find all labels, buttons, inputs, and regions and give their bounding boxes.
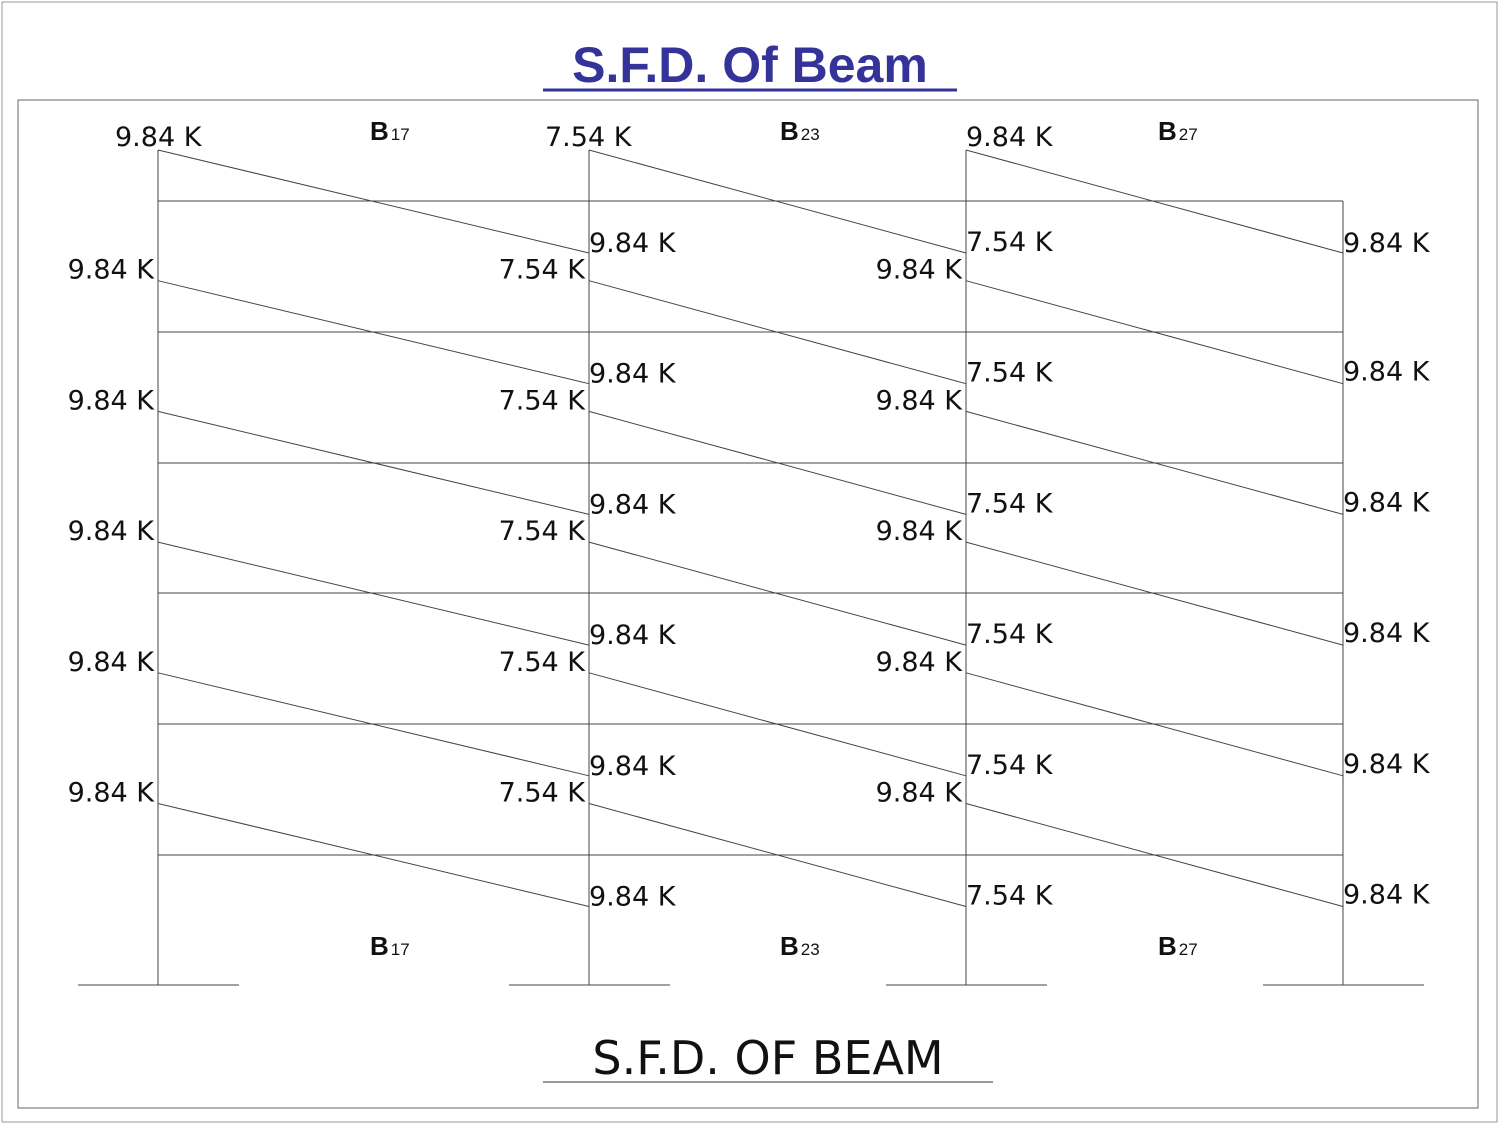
beam-label: B 17 — [370, 931, 410, 961]
shear-line — [965, 280, 1344, 385]
shear-label-start: 7.54 K — [499, 255, 587, 286]
shear-label-start: 9.84 K — [876, 516, 964, 547]
beam-sub: 17 — [391, 125, 410, 144]
beam-name: B — [780, 116, 799, 146]
shear-label-end: 7.54 K — [966, 358, 1054, 389]
shear-line — [588, 541, 967, 646]
shear-line — [588, 149, 967, 254]
shear-label-start: 9.84 K — [876, 255, 964, 286]
shear-label-end: 9.84 K — [589, 359, 677, 390]
beam-sub: 23 — [801, 125, 820, 144]
beam-label: B 27 — [1158, 931, 1198, 961]
shear-label-start: 9.84 K — [876, 385, 964, 416]
beam-sub: 17 — [391, 940, 410, 959]
beam-sub: 27 — [1179, 940, 1198, 959]
beam-name: B — [780, 931, 799, 961]
beam-sub: 27 — [1179, 125, 1198, 144]
shear-line — [588, 410, 967, 515]
shear-label-start: 9.84 K — [966, 122, 1054, 153]
shear-label-start: 7.54 K — [499, 647, 587, 678]
shear-line — [157, 280, 590, 385]
beam-name: B — [370, 116, 389, 146]
caption: S.F.D. OF BEAM — [592, 1031, 943, 1085]
shear-label-end: 9.84 K — [589, 882, 677, 913]
shear-line — [157, 672, 590, 777]
shear-line — [588, 672, 967, 777]
shear-label-end: 9.84 K — [1343, 487, 1431, 518]
beam-sub: 23 — [801, 940, 820, 959]
inner-border — [17, 99, 1479, 1109]
shear-label-start: 7.54 K — [499, 516, 587, 547]
shear-label-start: 9.84 K — [68, 385, 156, 416]
shear-label-start: 7.54 K — [545, 122, 633, 153]
shear-line — [965, 672, 1344, 777]
shear-label-end: 9.84 K — [589, 620, 677, 651]
shear-label-end: 9.84 K — [1343, 357, 1431, 388]
beam-label: B 23 — [780, 116, 820, 146]
shear-label-start: 9.84 K — [68, 516, 156, 547]
shear-label-start: 9.84 K — [876, 647, 964, 678]
shear-label-end: 7.54 K — [966, 227, 1054, 258]
shear-label-end: 9.84 K — [589, 489, 677, 520]
shear-line — [965, 541, 1344, 646]
shear-label-start: 7.54 K — [499, 778, 587, 809]
beam-name: B — [1158, 116, 1177, 146]
shear-label-start: 9.84 K — [68, 778, 156, 809]
shear-label-end: 9.84 K — [1343, 880, 1431, 911]
shear-label-start: 9.84 K — [876, 778, 964, 809]
shear-line — [965, 410, 1344, 515]
shear-label-end: 9.84 K — [1343, 749, 1431, 780]
shear-line — [588, 280, 967, 385]
shear-label-end: 9.84 K — [1343, 618, 1431, 649]
shear-line — [157, 410, 590, 515]
shear-line — [157, 149, 590, 254]
shear-label-end: 9.84 K — [589, 228, 677, 259]
shear-label-end: 9.84 K — [589, 751, 677, 782]
shear-line — [588, 803, 967, 907]
shear-label-end: 7.54 K — [966, 750, 1054, 781]
shear-label-end: 7.54 K — [966, 488, 1054, 519]
shear-line — [965, 149, 1344, 254]
beam-name: B — [1158, 931, 1177, 961]
shear-line — [965, 803, 1344, 907]
beam-label: B 27 — [1158, 116, 1198, 146]
shear-label-end: 7.54 K — [966, 881, 1054, 912]
shear-label-end: 9.84 K — [1343, 228, 1431, 259]
shear-label-start: 9.84 K — [68, 647, 156, 678]
shear-line — [157, 803, 590, 907]
beam-label: B 17 — [370, 116, 410, 146]
shear-label-start: 9.84 K — [115, 122, 203, 153]
beam-name: B — [370, 931, 389, 961]
shear-label-start: 9.84 K — [68, 255, 156, 286]
shear-line — [157, 541, 590, 646]
beam-label: B 23 — [780, 931, 820, 961]
shear-label-start: 7.54 K — [499, 385, 587, 416]
title: S.F.D. Of Beam — [572, 37, 928, 93]
shear-label-end: 7.54 K — [966, 619, 1054, 650]
